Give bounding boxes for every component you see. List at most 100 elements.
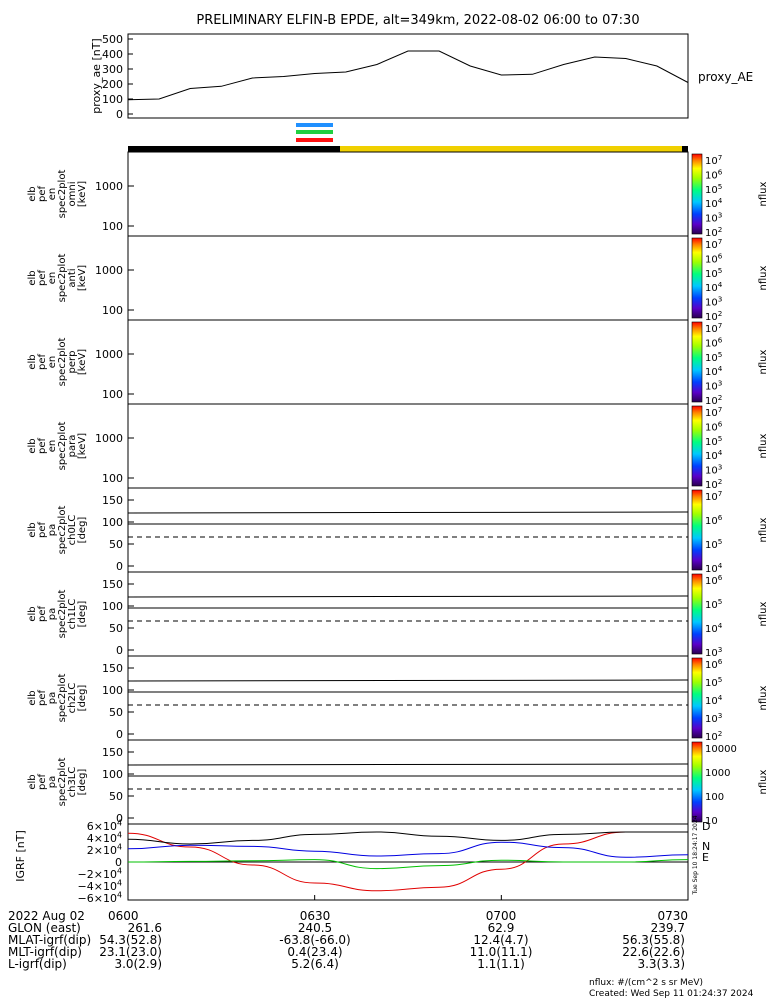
colorbar-tick: 103	[705, 711, 722, 725]
colorbar-tick: 105	[705, 597, 722, 611]
footer-row-value: 239.7	[650, 921, 685, 935]
igrf-series-line	[127, 859, 689, 870]
footer-row-value: 23.1(23.0)	[99, 945, 162, 959]
footer-row-value: 12.4(4.7)	[473, 933, 529, 947]
spectrogram-frame	[127, 487, 689, 573]
loss-cone-upper-line	[127, 595, 689, 598]
colorbar-tick: 102	[705, 309, 722, 323]
footer-row-value: 56.3(55.8)	[622, 933, 685, 947]
colorbar-tick: 106	[705, 657, 723, 671]
spectrogram-ytick: 100	[102, 220, 123, 233]
colorbar	[691, 489, 703, 571]
footer-row-value: 240.5	[297, 921, 333, 935]
spectrogram-ylabel: elbpefenspec2plotperp[keV]	[27, 338, 88, 387]
spectrogram-ytick: 100	[102, 768, 123, 781]
spectrogram-ylabel: elbpefpaspec2plotch0LC[deg]	[27, 506, 88, 555]
colorbar-tick: 103	[705, 645, 722, 659]
colorbar	[691, 321, 703, 403]
colorbar-tick: 105	[705, 266, 722, 280]
proxy-ae-ylabel: proxy_ae [nT]	[90, 38, 103, 113]
colorbar-tick: 105	[705, 434, 722, 448]
colorbar-tick: 107	[705, 321, 722, 335]
igrf-ytick: −4×104	[78, 879, 122, 893]
colorbar-tick: 106	[705, 335, 723, 349]
footer-row-label: MLT-igrf(dip)	[8, 945, 82, 959]
colorbar-tick: 106	[705, 513, 723, 527]
colorbar-tick: 10000	[705, 744, 737, 755]
colorbar	[691, 741, 703, 823]
spectrogram-ylabel: elbpefpaspec2plotch1LC[deg]	[27, 590, 88, 639]
loss-cone-upper-line	[127, 679, 689, 682]
orbit-bar-sunlit	[340, 146, 688, 152]
colorbar-tick: 106	[705, 167, 723, 181]
colorbar-tick: 107	[705, 405, 722, 419]
loss-cone-upper-line	[127, 763, 689, 766]
colorbar-tick: 104	[705, 280, 723, 294]
spectrogram-frame	[127, 739, 689, 825]
footer-row-value: 1.1(1.1)	[477, 957, 525, 971]
footer-row-label: GLON (east)	[8, 921, 81, 935]
footer-row-value: 3.0(2.9)	[114, 957, 162, 971]
spectrogram-ylabel: elbpefenspec2plotpara[keV]	[27, 422, 88, 471]
zone-marker-blue	[296, 123, 333, 127]
igrf-ytick: 4×104	[87, 831, 122, 845]
plot-title: PRELIMINARY ELFIN-B EPDE, alt=349km, 202…	[196, 13, 639, 28]
spectrogram-ytick: 150	[102, 662, 123, 675]
igrf-panel: 6×1044×1042×1040−2×104−4×104−6×104DNEIGR…	[14, 815, 710, 905]
spectrogram-frame	[127, 235, 689, 321]
spectrogram-panel: 150 100 50 0 elbpefpaspec2plotch3LC[deg] 1000…	[27, 739, 769, 827]
spectrogram-ytick: 150	[102, 494, 123, 507]
colorbar-tick: 106	[705, 573, 723, 587]
colorbar	[691, 657, 703, 739]
colorbar-tick: 103	[705, 463, 722, 477]
spectrogram-ytick: 100	[102, 684, 123, 697]
spectrogram-ylabel: elbpefpaspec2plotch2LC[deg]	[27, 674, 88, 723]
colorbar-tick: 10	[705, 816, 718, 827]
zone-marker-green	[296, 130, 333, 134]
colorbar-label: nflux	[758, 433, 769, 458]
igrf-series-line	[127, 831, 688, 892]
x-tick-label: 0730	[657, 909, 688, 923]
proxy-ae-panel: 500 400 300 200 100 0 proxy_ae [nT] proxy_AE	[90, 33, 753, 121]
x-tick-label: 0700	[485, 909, 517, 923]
x-tick-label: 0600	[108, 909, 139, 923]
footer-units: nflux: #/(cm^2 s sr MeV)	[589, 978, 703, 988]
colorbar	[691, 237, 703, 319]
proxy-ae-ytick: 300	[102, 63, 123, 76]
spectrogram-ytick: 100	[102, 472, 123, 485]
colorbar-tick: 105	[705, 537, 722, 551]
footer-row-label: MLAT-igrf(dip)	[8, 933, 92, 947]
colorbar-tick: 104	[705, 448, 723, 462]
spectrogram-ytick: 0	[116, 560, 123, 573]
igrf-ytick: −2×104	[78, 867, 122, 881]
spectrogram-ytick: 50	[109, 538, 123, 551]
spectrogram-ytick: 100	[102, 304, 123, 317]
spectrogram-ytick: 100	[102, 516, 123, 529]
spectrogram-ytick: 0	[116, 812, 123, 825]
colorbar-tick: 1000	[705, 768, 730, 779]
side-stamp: Tue Sep 10 18:24:17 2024	[692, 815, 699, 895]
proxy-ae-ytick: 500	[102, 33, 123, 46]
spectrogram-frame	[127, 571, 689, 657]
colorbar-tick: 104	[705, 196, 723, 210]
orbit-bar-end	[682, 146, 688, 152]
colorbar-tick: 102	[705, 225, 722, 239]
footer-row-value: 11.0(11.1)	[469, 945, 533, 959]
spectrogram-ytick: 0	[116, 728, 123, 741]
colorbar-tick: 104	[705, 693, 723, 707]
spectrogram-ytick: 150	[102, 578, 123, 591]
colorbar-tick: 105	[705, 350, 722, 364]
colorbar-label: nflux	[758, 349, 769, 374]
spectrogram-ytick: 1000	[95, 180, 123, 193]
proxy-ae-ytick: 0	[116, 108, 123, 121]
igrf-series-label: D	[702, 820, 710, 833]
footer-row-label: L-igrf(dip)	[8, 957, 67, 971]
spectrogram-frame	[127, 319, 689, 405]
colorbar-label: nflux	[758, 517, 769, 542]
igrf-series-label: E	[702, 851, 709, 864]
spectrogram-ytick: 1000	[95, 264, 123, 277]
colorbar-label: nflux	[758, 685, 769, 710]
spectrogram-panel: 1000100elbpefenspec2plotanti[keV]1071061…	[27, 235, 769, 323]
igrf-series-label: N	[702, 840, 710, 853]
